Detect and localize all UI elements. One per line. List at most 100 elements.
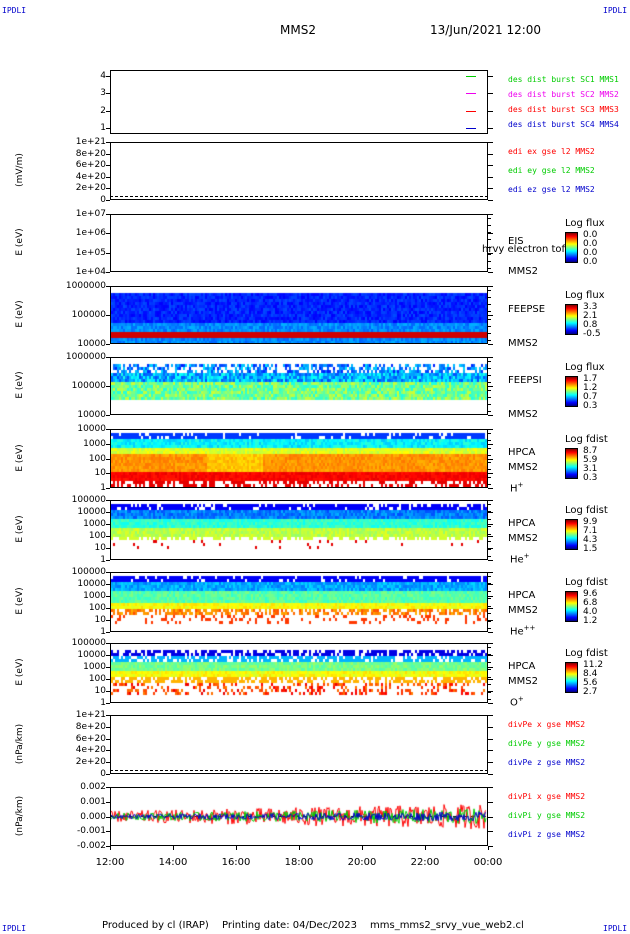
panel-edi-ytick: 8e+20 xyxy=(75,148,106,159)
panel-hpca_he-ytick: 10 xyxy=(94,543,106,553)
panel-feepsi-minor-tick xyxy=(488,382,491,384)
panel-divpe-ytick-mark-right xyxy=(488,715,493,716)
panel-burst-ytick-mark xyxy=(106,76,110,77)
panel-hpca_he-ytick-mark-right xyxy=(488,500,493,501)
panel-divpe-ytick-mark xyxy=(106,774,110,775)
panel-hpca_o-ytick-mark xyxy=(106,643,110,644)
panel-hpca_he2-ytick-mark xyxy=(106,596,110,597)
panel-feepsi-minor-tick xyxy=(488,361,491,362)
panel-feepse-ytick-mark xyxy=(106,344,110,345)
panel-hpca_he2-spacecraft-label: MMS2 xyxy=(508,605,538,616)
panel-burst-ytick-mark-right xyxy=(488,110,493,112)
panel-hpca_he-ylabel: E (eV) xyxy=(15,515,25,543)
panel-divpe xyxy=(110,715,488,774)
panel-hpca_he xyxy=(110,500,488,560)
panel-divpe-ytick: 2e+20 xyxy=(75,757,106,768)
x-axis-tick-label: 16:00 xyxy=(221,857,251,868)
panel-burst-ytick: 3 xyxy=(100,88,106,99)
panel-eis-ytick-mark-right xyxy=(488,233,493,235)
panel-hpca_o-ytick-mark-right xyxy=(488,703,493,704)
panel-edi-ytick-mark-right xyxy=(488,188,493,190)
panel-hpca_he-ytick-mark-right xyxy=(488,560,493,561)
panel-divpe-ytick-mark-right xyxy=(488,726,493,728)
panel-divpe-ytick-mark xyxy=(106,715,110,716)
panel-divpe-ytick-mark xyxy=(106,738,110,740)
panel-hpca_h-ylabel: E (eV) xyxy=(15,443,25,472)
panel-edi-ytick-mark-right xyxy=(488,176,493,178)
datetime-title: 13/Jun/2021 12:00 xyxy=(430,23,542,37)
panel-feepsi xyxy=(110,357,488,415)
panel-hpca_he-instrument-label: HPCA xyxy=(508,518,536,529)
panel-hpca_he-minor-tick xyxy=(488,511,491,513)
panel-eis-colorbar-tick: 0.0 xyxy=(583,248,598,258)
panel-hpca_he-ytick-mark xyxy=(106,500,110,501)
panel-hpca_he2-ytick-mark-right xyxy=(488,632,493,633)
panel-divpe-legend-2: divPe y gse MMS2 xyxy=(508,739,586,748)
panel-feepsi-minor-tick xyxy=(488,368,491,370)
panel-feepsi-colorbar-title: Log flux xyxy=(565,362,605,373)
panel-hpca_h-colorbar-tick: 8.7 xyxy=(583,446,598,456)
burst-marker xyxy=(466,93,476,95)
panel-feepse-colorbar-tick: 2.1 xyxy=(583,311,598,321)
panel-hpca_he2-species: He++ xyxy=(510,624,535,637)
panel-hpca_he-minor-tick xyxy=(488,556,491,557)
panel-hpca_he2-colorbar-tick: 4.0 xyxy=(583,607,598,617)
corner-label-top-left: IPDLI xyxy=(2,6,27,15)
panel-edi-ytick-mark-right xyxy=(488,153,493,155)
panel-feepse-minor-tick xyxy=(488,340,491,341)
panel-hpca_he2-minor-tick xyxy=(488,613,491,615)
panel-eis-ytick-mark xyxy=(106,252,110,254)
panel-hpca_o-colorbar xyxy=(565,662,578,693)
panel-divpi-ytick-mark-right xyxy=(488,831,493,833)
panel-burst-ytick-mark xyxy=(106,93,110,95)
panel-hpca_he2-species-name: He xyxy=(510,626,524,638)
panel-eis-minor-tick xyxy=(488,253,491,255)
panel-hpca_he2-colorbar-title: Log fdist xyxy=(565,577,608,588)
panel-hpca_o-ytick-mark-right xyxy=(488,691,493,692)
panel-hpca_he-colorbar-tick: 9.9 xyxy=(583,517,598,527)
panel-eis-minor-tick xyxy=(488,260,491,262)
panel-hpca_h-ytick-mark xyxy=(106,443,110,445)
x-axis-tick-mark xyxy=(488,846,489,850)
x-axis-tick-label: 12:00 xyxy=(95,857,125,868)
panel-eis-ytick-mark-right xyxy=(488,214,493,215)
panel-hpca_o-ytick-mark xyxy=(106,679,110,680)
burst-marker xyxy=(466,110,476,112)
panel-divpi-ytick-mark-right xyxy=(488,787,493,788)
panel-hpca_h-colorbar xyxy=(565,448,578,479)
panel-hpca_he2-minor-tick xyxy=(488,605,491,607)
panel-divpi-ytick-mark-right xyxy=(488,816,493,818)
panel-hpca_o-minor-tick xyxy=(488,647,491,648)
panel-eis-ytick: 1e+07 xyxy=(75,209,106,219)
panel-edi-legend-2: edi ey gse l2 MMS2 xyxy=(508,166,595,175)
panel-eis-colorbar-tick: 0.0 xyxy=(583,257,598,267)
x-axis-tick-label: 20:00 xyxy=(347,857,377,868)
panel-hpca_he-ytick: 1000 xyxy=(83,519,106,529)
panel-hpca_h-species: H+ xyxy=(510,481,523,494)
panel-hpca_he-colorbar-tick: 4.3 xyxy=(583,535,598,545)
panel-hpca_h-minor-tick xyxy=(488,454,491,456)
panel-hpca_o-ytick-mark-right xyxy=(488,643,493,644)
panel-eis-minor-tick xyxy=(488,246,491,248)
panel-feepsi-ytick: 10000 xyxy=(77,410,106,420)
panel-divpe-ytick: 6e+20 xyxy=(75,733,106,744)
panel-feepse-ytick: 100000 xyxy=(71,310,106,320)
panel-hpca_o-spectrogram xyxy=(111,644,487,702)
panel-divpi-ytick-mark xyxy=(106,831,110,833)
panel-hpca_he-species: He+ xyxy=(510,552,530,565)
panel-edi-ytick-mark xyxy=(106,142,110,143)
panel-hpca_he2-ytick-mark-right xyxy=(488,584,493,585)
x-axis-tick-label: 00:00 xyxy=(473,857,503,868)
panel-hpca_he2-spectrogram xyxy=(111,573,487,631)
panel-hpca_h-ytick: 100 xyxy=(88,453,106,464)
panel-edi-ytick-mark xyxy=(106,176,110,178)
panel-hpca_o-ytick-mark xyxy=(106,655,110,656)
panel-hpca_o-species: O+ xyxy=(510,695,524,708)
panel-burst-ytick-mark-right xyxy=(488,76,493,77)
panel-hpca_o-ytick: 10 xyxy=(94,686,106,696)
panel-divpi-ytick: -0.001 xyxy=(76,826,106,837)
panel-divpe-ytick-mark xyxy=(106,750,110,752)
x-axis-tick-mark xyxy=(173,846,174,850)
panel-hpca_he2-ytick: 100 xyxy=(88,603,106,613)
panel-divpi-ytick: -0.002 xyxy=(76,841,106,851)
